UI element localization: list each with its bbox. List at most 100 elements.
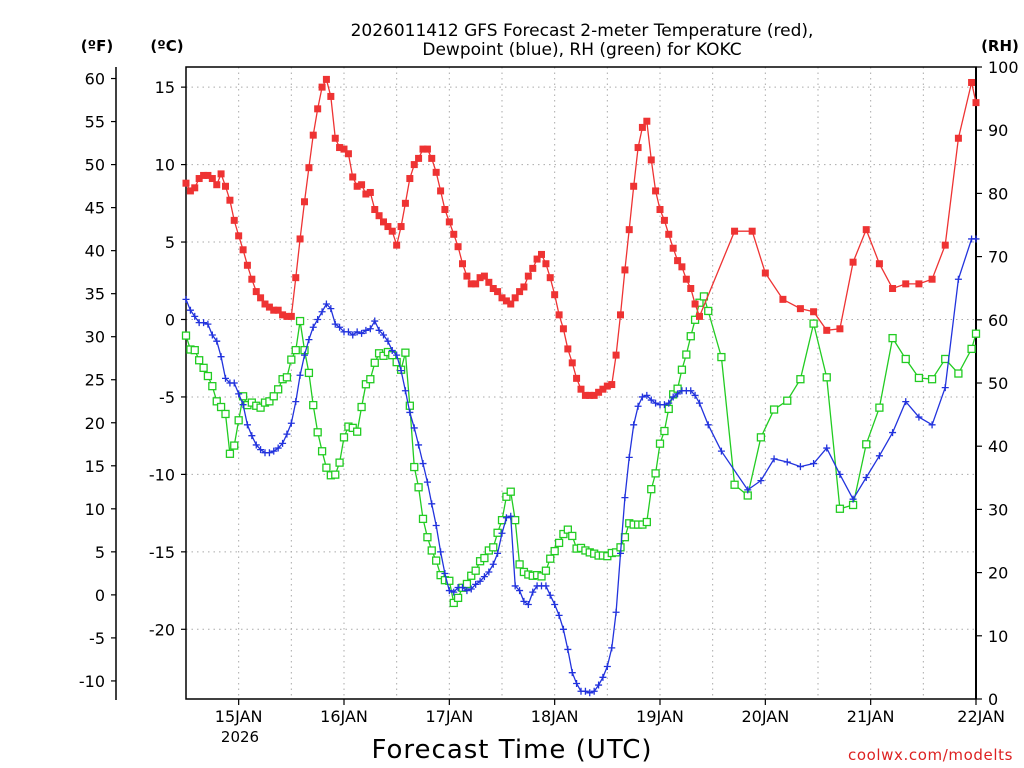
temperature-point bbox=[889, 285, 897, 293]
rh-point bbox=[546, 554, 555, 563]
rh-point bbox=[927, 375, 937, 384]
dewpoint-point bbox=[875, 452, 883, 460]
dewpoint-point bbox=[393, 351, 401, 359]
dewpoint-point bbox=[314, 315, 322, 323]
temperature-point bbox=[239, 246, 247, 254]
rh-point bbox=[269, 392, 278, 401]
dewpoint-point bbox=[235, 390, 243, 398]
dewpoint-point bbox=[463, 587, 471, 595]
fahrenheit-tick-label: 35 bbox=[85, 285, 105, 304]
dewpoint-point bbox=[494, 549, 502, 557]
temperature-point bbox=[195, 175, 203, 183]
rh-point bbox=[274, 385, 283, 394]
temperature-point bbox=[428, 154, 436, 162]
temperature-point bbox=[529, 264, 537, 272]
rh-point bbox=[717, 352, 726, 362]
temperature-point bbox=[581, 391, 589, 399]
dewpoint-point bbox=[362, 326, 370, 334]
fahrenheit-tick-label: 45 bbox=[85, 199, 105, 218]
dewpoint-point bbox=[353, 328, 361, 336]
fahrenheit-tick-label: 30 bbox=[85, 328, 105, 347]
rh-point bbox=[313, 428, 322, 437]
temperature-point bbox=[573, 374, 581, 382]
temperature-point bbox=[270, 306, 278, 314]
dewpoint-point bbox=[406, 408, 414, 416]
dewpoint-point bbox=[507, 512, 515, 520]
rh-point bbox=[515, 560, 524, 569]
dewpoint-point bbox=[625, 453, 633, 461]
celsius-tick-label: 15 bbox=[155, 78, 175, 97]
rh-point bbox=[370, 358, 379, 367]
temperature-point bbox=[441, 206, 449, 214]
celsius-tick-label: 5 bbox=[165, 233, 175, 252]
dewpoint-point bbox=[318, 308, 326, 316]
temperature-point bbox=[235, 232, 243, 240]
dewpoint-point bbox=[783, 458, 791, 466]
dewpoint-point bbox=[862, 473, 870, 481]
temperature-point bbox=[621, 266, 629, 274]
dewpoint-point bbox=[941, 384, 949, 392]
temperature-point bbox=[968, 78, 976, 86]
temperature-point bbox=[660, 216, 668, 224]
temperature-point bbox=[467, 280, 475, 288]
dewpoint-point bbox=[581, 687, 589, 695]
temperature-point bbox=[669, 244, 677, 252]
celsius-tick-label: 10 bbox=[155, 156, 175, 175]
rh-point bbox=[216, 402, 226, 412]
temperature-point bbox=[472, 280, 480, 288]
celsius-tick-label: -20 bbox=[149, 620, 175, 639]
dewpoint-point bbox=[191, 312, 199, 320]
rh-point bbox=[651, 469, 660, 478]
dewpoint-point bbox=[516, 587, 524, 595]
rh-tick-label: 80 bbox=[988, 184, 1008, 203]
series-layer bbox=[181, 75, 981, 697]
dewpoint-point bbox=[257, 446, 265, 454]
rh-tick-label: 40 bbox=[988, 437, 1008, 456]
dewpoint-point bbox=[467, 585, 475, 593]
dewpoint-point bbox=[770, 455, 778, 463]
rh-point bbox=[410, 462, 419, 472]
rh-point bbox=[190, 345, 199, 355]
dewpoint-point bbox=[419, 460, 427, 468]
temperature-point bbox=[972, 99, 980, 107]
rh-point bbox=[704, 306, 713, 316]
time-tick-label: 17JAN bbox=[425, 707, 473, 726]
dewpoint-point bbox=[252, 441, 260, 449]
rh-point bbox=[489, 543, 498, 552]
dewpoint-point bbox=[432, 522, 440, 530]
temperature-point bbox=[823, 326, 831, 334]
rh-point bbox=[445, 576, 454, 585]
temperature-point bbox=[796, 305, 804, 313]
dewpoint-point bbox=[502, 514, 510, 522]
dewpoint-point bbox=[586, 689, 594, 697]
temperature-point bbox=[366, 188, 374, 196]
series-square bbox=[182, 75, 980, 399]
temperature-point bbox=[502, 297, 510, 305]
temperature-point bbox=[327, 92, 335, 100]
temperature-point bbox=[524, 272, 532, 280]
dewpoint-point bbox=[222, 374, 229, 382]
rh-point bbox=[304, 368, 314, 378]
temperature-point bbox=[384, 223, 392, 231]
temperature-point bbox=[568, 359, 576, 367]
rh-point bbox=[462, 579, 472, 589]
time-tick-label: 19JAN bbox=[636, 707, 684, 726]
temperature-point bbox=[380, 218, 387, 226]
rh-point bbox=[366, 375, 375, 384]
temperature-point bbox=[454, 243, 462, 251]
time-tick-label: 21JAN bbox=[847, 707, 895, 726]
dewpoint-point bbox=[915, 413, 923, 421]
dewpoint-point bbox=[617, 549, 624, 557]
temperature-point bbox=[274, 306, 282, 314]
temperature-point bbox=[678, 263, 686, 271]
dewpoint-point bbox=[691, 391, 699, 399]
dewpoint-point bbox=[573, 680, 581, 688]
temperature-point bbox=[358, 181, 366, 189]
dewpoint-point bbox=[643, 391, 651, 399]
temperature-point bbox=[257, 294, 265, 302]
temperature-point bbox=[423, 145, 431, 153]
temperature-point bbox=[450, 230, 458, 238]
rh-unit-label: (RH) bbox=[981, 37, 1019, 55]
dewpoint-point bbox=[524, 601, 532, 609]
rh-tick-label: 10 bbox=[988, 627, 1008, 646]
